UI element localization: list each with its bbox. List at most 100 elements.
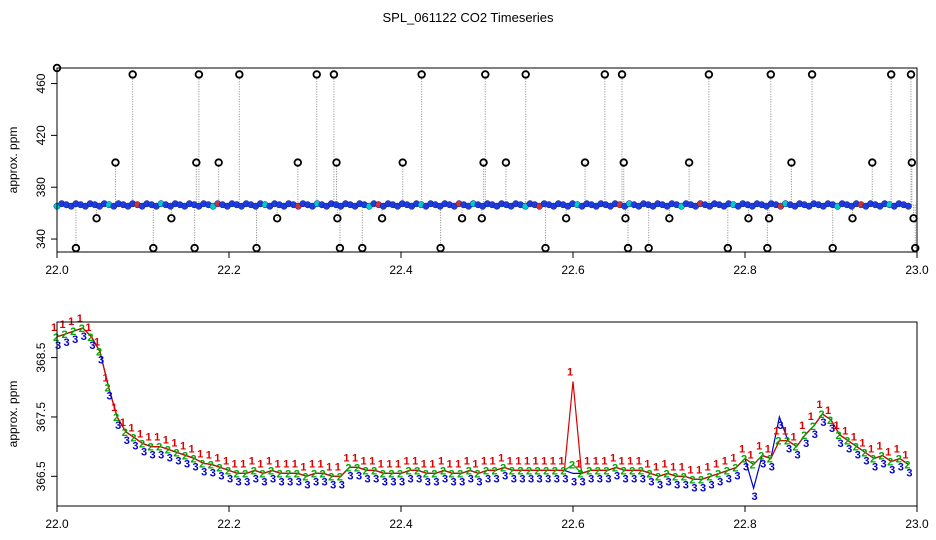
series-1-marker: 1 bbox=[223, 455, 229, 467]
series-1-marker: 1 bbox=[851, 432, 857, 444]
outlier-point bbox=[417, 70, 426, 79]
series-3-marker: 3 bbox=[408, 473, 414, 485]
series-2-marker: 2 bbox=[406, 465, 412, 477]
x-tick-label: 22.4 bbox=[389, 263, 413, 277]
series-1-marker: 1 bbox=[644, 458, 650, 470]
series-2-marker: 2 bbox=[208, 459, 214, 471]
series-3-marker: 3 bbox=[382, 476, 388, 488]
series-2-marker: 2 bbox=[638, 465, 644, 477]
series-3-marker: 3 bbox=[451, 476, 457, 488]
series-3-marker: 3 bbox=[777, 420, 783, 432]
outlier-point bbox=[214, 158, 223, 167]
series-3-marker: 3 bbox=[769, 462, 775, 474]
outlier-point bbox=[92, 214, 101, 223]
series-3-marker: 3 bbox=[605, 473, 611, 485]
series-2-marker: 2 bbox=[750, 459, 756, 471]
series-3-marker: 3 bbox=[726, 473, 732, 485]
series-2-marker: 2 bbox=[156, 442, 162, 454]
series-1-marker: 1 bbox=[687, 464, 693, 476]
series-1-marker: 1 bbox=[662, 458, 668, 470]
series-3-marker: 3 bbox=[476, 476, 482, 488]
series-3-marker: 3 bbox=[863, 456, 869, 468]
series-1-marker: 1 bbox=[94, 337, 100, 349]
series-2-marker: 2 bbox=[191, 454, 197, 466]
series-1-marker: 1 bbox=[455, 458, 461, 470]
series-3-marker: 3 bbox=[648, 476, 654, 488]
series-3-marker: 3 bbox=[571, 476, 577, 488]
series-2-marker: 2 bbox=[225, 465, 231, 477]
series-2-marker: 2 bbox=[242, 468, 248, 480]
series-2-marker: 2 bbox=[311, 468, 317, 480]
series-3-marker: 3 bbox=[175, 456, 181, 468]
series-1-marker: 1 bbox=[842, 426, 848, 438]
series-2-marker: 2 bbox=[345, 462, 351, 474]
outlier-point bbox=[521, 70, 530, 79]
series-1-marker: 1 bbox=[335, 461, 341, 473]
series-2-marker: 2 bbox=[337, 471, 343, 483]
series-3-marker: 3 bbox=[855, 450, 861, 462]
series-2-marker: 2 bbox=[96, 347, 102, 359]
series-1-marker: 1 bbox=[481, 455, 487, 467]
series-3-marker: 3 bbox=[494, 473, 500, 485]
outlier-point bbox=[887, 70, 896, 79]
series-2-marker: 2 bbox=[380, 468, 386, 480]
series-1-marker: 1 bbox=[619, 455, 625, 467]
outlier-point bbox=[235, 70, 244, 79]
series-3-marker: 3 bbox=[614, 470, 620, 482]
outlier-point bbox=[329, 70, 339, 79]
series-2-marker: 2 bbox=[113, 412, 119, 424]
series-1-marker: 1 bbox=[902, 449, 908, 461]
series-1-marker: 1 bbox=[670, 461, 676, 473]
series-1-marker: 1 bbox=[816, 399, 822, 411]
series-3-marker: 3 bbox=[838, 438, 844, 450]
outlier-point bbox=[617, 70, 627, 79]
series-1-marker: 1 bbox=[154, 432, 160, 444]
series-3-marker: 3 bbox=[72, 334, 78, 346]
series-2-marker: 2 bbox=[775, 436, 781, 448]
x-tick-label: 22.6 bbox=[561, 517, 585, 531]
series-3-marker: 3 bbox=[304, 479, 310, 491]
series-2-marker: 2 bbox=[784, 436, 790, 448]
outlier-point bbox=[312, 70, 321, 79]
series-1-marker: 1 bbox=[309, 458, 315, 470]
series-2-marker: 2 bbox=[664, 468, 670, 480]
series-2-marker: 2 bbox=[836, 430, 842, 442]
series-3-marker: 3 bbox=[279, 476, 285, 488]
x-tick-label: 22.2 bbox=[217, 263, 241, 277]
series-2-marker: 2 bbox=[887, 456, 893, 468]
outlier-point bbox=[436, 243, 445, 253]
series-2-marker: 2 bbox=[216, 462, 222, 474]
top-panel: 22.0 22.2 22.4 22.6 22.8 23.0 340 380 420 460 app… bbox=[6, 63, 929, 277]
series-2-marker: 2 bbox=[268, 465, 274, 477]
y-tick-label: 380 bbox=[34, 177, 48, 197]
outlier-point bbox=[907, 158, 917, 167]
series-3-marker: 3 bbox=[141, 447, 147, 459]
series-2-marker: 2 bbox=[517, 465, 523, 477]
outlier-point bbox=[377, 214, 387, 223]
outlier-point bbox=[335, 243, 345, 253]
series-2-marker: 2 bbox=[139, 439, 145, 451]
series-2-marker: 2 bbox=[552, 465, 558, 477]
series-1-marker: 1 bbox=[447, 458, 453, 470]
series-3-marker: 3 bbox=[881, 459, 887, 471]
series-2-marker: 2 bbox=[801, 430, 807, 442]
outlier-point bbox=[128, 70, 137, 79]
series-1-marker: 1 bbox=[146, 432, 152, 444]
series-3-marker: 3 bbox=[98, 355, 104, 367]
outlier-point bbox=[807, 70, 817, 79]
outlier-point bbox=[665, 214, 674, 223]
series-3-marker: 3 bbox=[390, 476, 396, 488]
series-2-marker: 2 bbox=[173, 448, 179, 460]
series-2-marker: 2 bbox=[707, 471, 713, 483]
series-2-marker: 2 bbox=[904, 459, 910, 471]
series-2-marker: 2 bbox=[586, 465, 592, 477]
series-3-marker: 3 bbox=[889, 464, 895, 476]
series-1-marker: 1 bbox=[550, 455, 556, 467]
series-3-marker: 3 bbox=[872, 462, 878, 474]
series-1-marker: 1 bbox=[799, 420, 805, 432]
series-3-marker: 3 bbox=[588, 473, 594, 485]
series-3-marker: 3 bbox=[519, 473, 525, 485]
series-1-marker: 1 bbox=[352, 452, 358, 464]
series-1-marker: 1 bbox=[739, 444, 745, 456]
